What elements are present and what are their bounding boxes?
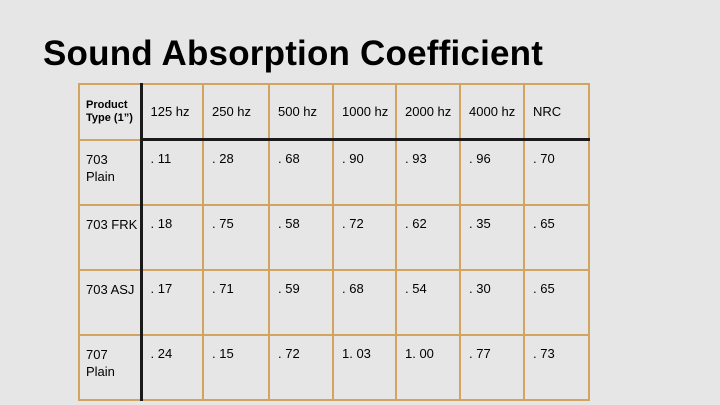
header-row: Product Type (1”) 125 hz 250 hz 500 hz 1…: [78, 83, 590, 141]
table-row: 703 ASJ . 17 . 71 . 59 . 68 . 54 . 30 . …: [78, 269, 590, 336]
table-cell: . 30: [459, 269, 525, 336]
table-cell: . 93: [395, 138, 461, 206]
header-cell-1000hz: 1000 hz: [332, 83, 397, 141]
slide-title: Sound Absorption Coefficient: [43, 34, 544, 73]
table-cell: . 65: [523, 204, 590, 271]
row-label: 703 ASJ: [78, 269, 143, 336]
table-cell: . 90: [332, 138, 397, 206]
header-cell-2000hz: 2000 hz: [395, 83, 461, 141]
header-cell-250hz: 250 hz: [202, 83, 270, 141]
table-cell: . 35: [459, 204, 525, 271]
table-cell: . 15: [202, 334, 270, 401]
table-cell: . 68: [332, 269, 397, 336]
table-row: 703 Plain . 11 . 28 . 68 . 90 . 93 . 96 …: [78, 138, 590, 206]
table-cell: . 28: [202, 138, 270, 206]
table-cell: . 62: [395, 204, 461, 271]
table-cell: . 77: [459, 334, 525, 401]
table-cell: . 96: [459, 138, 525, 206]
row-label: 703 Plain: [78, 138, 143, 206]
table-cell: . 58: [268, 204, 334, 271]
header-cell-product-type: Product Type (1”): [78, 83, 143, 141]
row-label: 703 FRK: [78, 204, 143, 271]
header-cell-nrc: NRC: [523, 83, 590, 141]
table-cell: . 71: [202, 269, 270, 336]
table-cell: 1. 00: [395, 334, 461, 401]
absorption-table-container: Product Type (1”) 125 hz 250 hz 500 hz 1…: [78, 83, 590, 401]
table-cell: . 68: [268, 138, 334, 206]
header-cell-500hz: 500 hz: [268, 83, 334, 141]
table-cell: . 75: [202, 204, 270, 271]
table-row: 703 FRK . 18 . 75 . 58 . 72 . 62 . 35 . …: [78, 204, 590, 271]
table-cell: . 24: [140, 334, 204, 401]
absorption-table: Product Type (1”) 125 hz 250 hz 500 hz 1…: [78, 83, 590, 401]
table-cell: . 73: [523, 334, 590, 401]
table-cell: . 72: [332, 204, 397, 271]
header-cell-125hz: 125 hz: [140, 83, 204, 141]
table-cell: . 54: [395, 269, 461, 336]
table-cell: . 18: [140, 204, 204, 271]
table-cell: . 72: [268, 334, 334, 401]
header-cell-4000hz: 4000 hz: [459, 83, 525, 141]
table-cell: . 65: [523, 269, 590, 336]
table-cell: . 11: [140, 138, 204, 206]
row-label: 707 Plain: [78, 334, 143, 401]
table-row: 707 Plain . 24 . 15 . 72 1. 03 1. 00 . 7…: [78, 334, 590, 401]
table-cell: 1. 03: [332, 334, 397, 401]
table-cell: . 59: [268, 269, 334, 336]
table-cell: . 17: [140, 269, 204, 336]
table-cell: . 70: [523, 138, 590, 206]
